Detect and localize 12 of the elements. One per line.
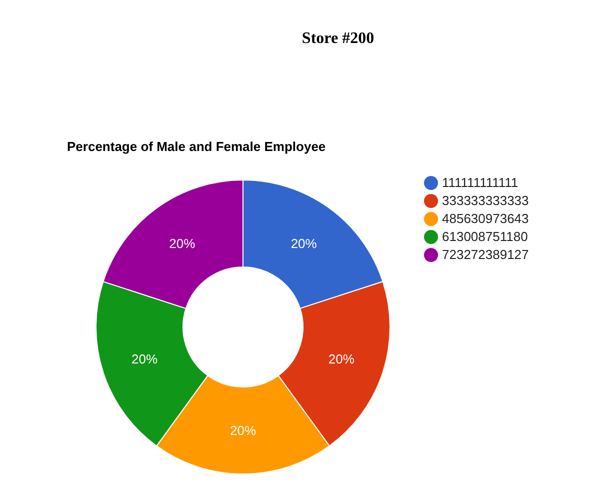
data-label: 20% xyxy=(230,423,256,438)
legend-label: 723272389127 xyxy=(442,247,529,262)
text: Store #200 xyxy=(302,30,374,48)
data-label: 20% xyxy=(290,236,318,251)
chart-title: Percentage of Male and Female Employee xyxy=(67,139,326,154)
legend-label: 333333333333 xyxy=(442,193,529,208)
data-label: 20% xyxy=(169,236,196,251)
legend-label: 485630973643 xyxy=(442,211,529,226)
data-label: 20% xyxy=(328,351,355,366)
legend-label: 111111111111 xyxy=(442,175,518,190)
legend-label: 613008751180 xyxy=(442,229,528,244)
data-label: 20% xyxy=(132,351,158,366)
